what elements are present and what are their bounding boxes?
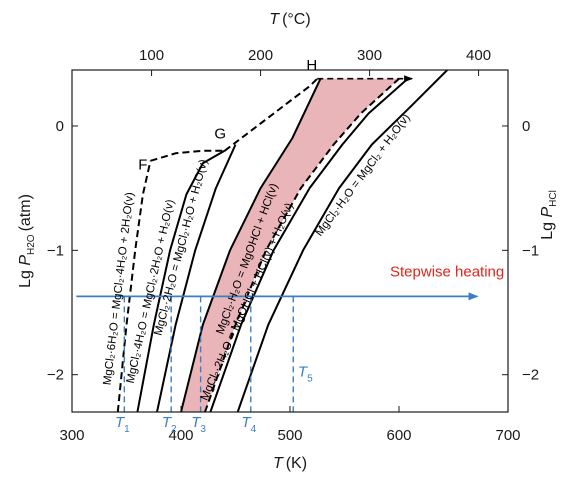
temperature-marker-label-2: T2 [162, 414, 177, 435]
y-right-tick-label-1: −1 [522, 242, 539, 259]
x-bottom-tick-label-600: 600 [386, 427, 411, 444]
y-right-axis-subscript: HCl [548, 190, 559, 207]
shaded-region [181, 78, 399, 412]
axis-ticks-layer: 300 400 500 600 700 100 200 300 400 0 −1 −2 0 −1 −2 [47, 47, 539, 444]
x-bottom-tick-label-400: 400 [168, 427, 193, 444]
curves-layer [116, 70, 449, 412]
x-bottom-axis-symbol: T [273, 455, 284, 472]
x-top-tick-label-300: 300 [357, 47, 382, 64]
x-bottom-tick-label-300: 300 [59, 427, 84, 444]
point-label-F: F [138, 156, 147, 173]
annotations-layer: T1 T2 T3 T4 T5 Stepwise heating F G H [115, 57, 504, 435]
y-left-axis-subscript: H2O [26, 234, 37, 255]
heating-arrow-label: Stepwise heating [390, 263, 504, 280]
y-left-tick-label-0: 0 [56, 118, 64, 135]
x-top-tick-label-200: 200 [248, 47, 273, 64]
shaded-region-layer [181, 78, 399, 412]
y-left-tick-label-1: −1 [47, 242, 64, 259]
x-bottom-tick-label-700: 700 [495, 427, 520, 444]
y-left-axis-symbol: P [17, 255, 34, 266]
point-label-H: H [306, 57, 317, 74]
curve-GH [223, 77, 318, 152]
temperature-marker-label-3: T3 [191, 414, 206, 435]
y-right-axis-symbol: P [539, 207, 556, 218]
curve-hex [116, 160, 152, 412]
y-left-axis-unit: (atm) [17, 194, 34, 231]
curve-hyd-di [209, 77, 409, 412]
point-label-G: G [214, 125, 226, 142]
x-bottom-axis-title: T (K) [273, 455, 307, 472]
x-bottom-tick-label-500: 500 [277, 427, 302, 444]
y-right-tick-label-2: −2 [522, 367, 539, 384]
x-bottom-axis-unit: (K) [286, 455, 307, 472]
curve-tetra [136, 149, 226, 412]
y-left-tick-label-2: −2 [47, 367, 64, 384]
curve-hyd-mono-right [204, 77, 400, 412]
curve-mono-dehyd [236, 70, 449, 412]
x-top-axis-unit: (°C) [282, 11, 311, 28]
curve-FG [150, 149, 225, 162]
y-left-axis-title: Lg PH2O (atm) [17, 194, 37, 288]
x-top-tick-label-400: 400 [466, 47, 491, 64]
curve-hyd-mono-left [180, 78, 322, 412]
temperature-marker-label-5: T5 [298, 363, 313, 384]
x-top-axis-title: T (°C) [269, 11, 310, 28]
y-right-tick-label-0: 0 [522, 118, 530, 135]
x-top-axis-symbol: T [269, 11, 280, 28]
y-left-axis-prefix: Lg [17, 266, 34, 288]
y-right-axis-prefix: Lg [539, 218, 556, 240]
y-right-axis-title: Lg PHCl [539, 190, 559, 240]
temperature-marker-label-1: T1 [115, 414, 130, 435]
curve-di [156, 144, 237, 412]
x-top-tick-label-100: 100 [139, 47, 164, 64]
temperature-markers-layer [76, 292, 479, 412]
temperature-marker-label-4: T4 [241, 414, 256, 435]
